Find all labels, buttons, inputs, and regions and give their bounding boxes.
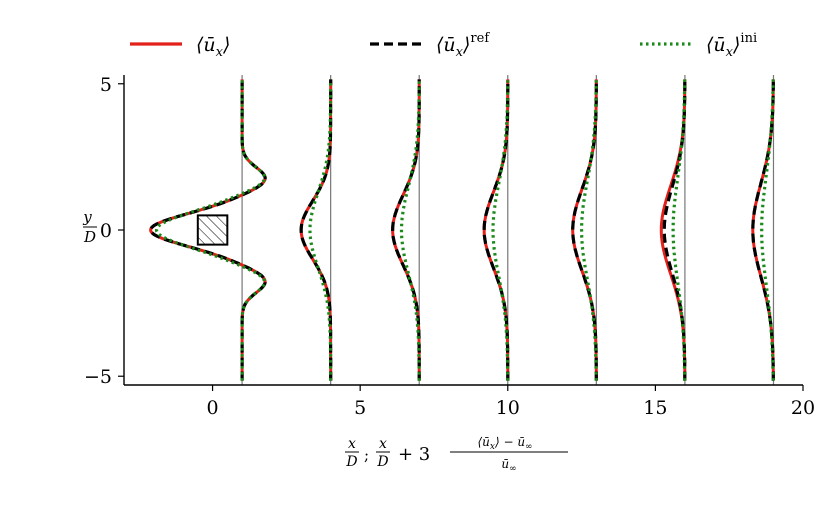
y-tick-label-2: 5 <box>100 74 112 96</box>
series-ini-profile-4 <box>580 79 598 381</box>
series-ref-profile-4 <box>571 79 598 381</box>
plot-area <box>148 75 775 385</box>
series-ref-profile-1 <box>299 79 333 381</box>
legend-label-ours: ⟨ūx⟩ <box>196 34 230 60</box>
legend-label-ini: ⟨ūx⟩ini <box>706 31 757 60</box>
series-ref-profile-2 <box>390 79 421 381</box>
svg-text:+ 3: + 3 <box>398 444 430 465</box>
svg-text:ū∞: ū∞ <box>501 457 516 474</box>
x-tick-label-0: 0 <box>207 397 219 419</box>
series-ini-profile-3 <box>491 79 510 381</box>
legend: ⟨ūx⟩ ⟨ūx⟩ref ⟨ūx⟩ini <box>130 31 757 60</box>
svg-text:⟨ūx⟩ − ū∞: ⟨ūx⟩ − ū∞ <box>477 435 532 452</box>
svg-text:;: ; <box>364 446 369 464</box>
series-ini-profile-0 <box>154 79 267 381</box>
series-ini-profile-5 <box>671 79 687 381</box>
series-ini-profile-1 <box>308 79 333 381</box>
svg-text:D: D <box>376 454 388 470</box>
svg-text:x: x <box>348 436 356 452</box>
svg-text:D: D <box>345 454 357 470</box>
series-ours-profile-4 <box>571 79 598 381</box>
series-ours-profile-3 <box>482 79 510 381</box>
obstacle-square <box>196 214 229 246</box>
x-axis-label: x D ; x D + 3 ⟨ūx⟩ − ū∞ ū∞ <box>345 435 568 474</box>
x-tick-label-2: 10 <box>496 397 520 419</box>
x-tick-label-1: 5 <box>354 397 366 419</box>
axes: 0 5 10 15 20 −5 0 5 <box>84 74 815 419</box>
series-ref-profile-3 <box>482 79 510 381</box>
series-ours-profile-1 <box>299 79 333 381</box>
series-ini-profile-2 <box>399 79 421 381</box>
legend-label-ref: ⟨ūx⟩ref <box>436 31 490 60</box>
y-tick-label-1: 0 <box>100 220 112 242</box>
series-ours-profile-2 <box>391 79 421 381</box>
x-tick-label-3: 15 <box>643 397 667 419</box>
series-ini-profile-6 <box>760 79 775 381</box>
svg-text:x: x <box>379 436 387 452</box>
x-tick-label-4: 20 <box>791 397 815 419</box>
y-tick-label-0: −5 <box>84 366 112 388</box>
y-axis-label: y D <box>82 207 97 246</box>
